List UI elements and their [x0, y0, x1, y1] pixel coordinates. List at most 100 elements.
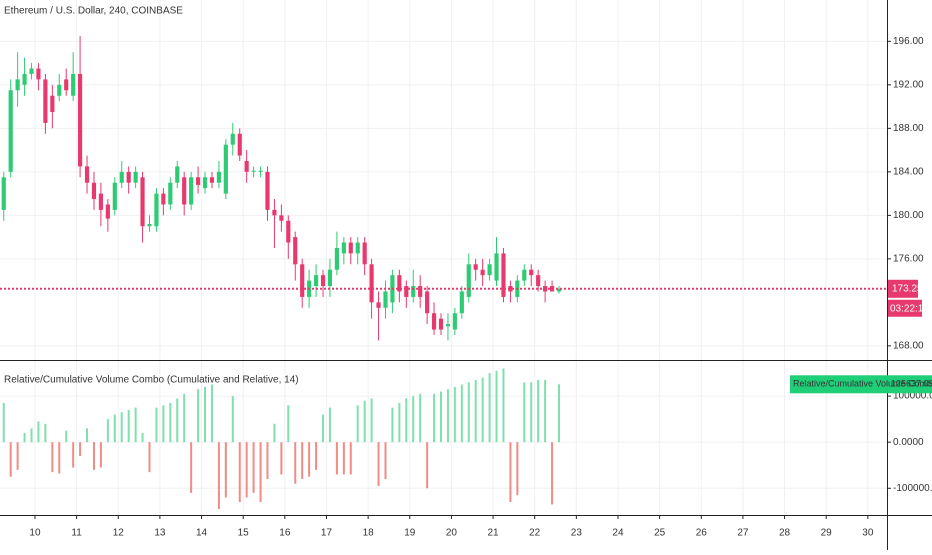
candle-body [182, 177, 187, 205]
candle-body [438, 318, 444, 330]
volume-bar [301, 442, 304, 480]
candle-body [196, 177, 201, 185]
candle-body [279, 215, 284, 221]
y-tick-label: 168.00 [893, 341, 924, 352]
candle-body [425, 291, 430, 314]
candle-body [244, 160, 249, 172]
candle-body [348, 242, 353, 254]
volume-bar [183, 393, 186, 443]
volume-bar [467, 382, 470, 443]
candle-body [140, 177, 145, 227]
volume-bar [446, 389, 449, 443]
volume-bar [453, 386, 456, 443]
volume-bar [481, 377, 484, 443]
y-tick-label: -100000.0000 [893, 483, 932, 494]
countdown-label: 03:22:11 [890, 303, 929, 314]
candle-body [404, 286, 409, 297]
volume-bar [557, 384, 560, 443]
candle-body [320, 275, 326, 287]
volume-bar [2, 403, 5, 443]
candle-body [501, 253, 506, 297]
volume-bar [405, 398, 408, 443]
volume-bar [440, 391, 443, 443]
volume-bar [335, 442, 338, 475]
indicator-legend-value: 125637.0908 [891, 379, 932, 389]
volume-bar [16, 442, 19, 470]
volume-bar [92, 442, 95, 470]
candle-body [286, 220, 291, 243]
volume-bar [530, 382, 533, 443]
candle-body [258, 170, 263, 172]
volume-bar [495, 370, 498, 443]
volume-bar [433, 393, 436, 443]
y-tick-label: 184.00 [893, 166, 924, 177]
volume-bar [190, 442, 193, 493]
volume-bar [488, 373, 491, 443]
volume-bar [349, 442, 352, 475]
volume-bar [217, 442, 220, 510]
x-tick-label: 22 [529, 528, 541, 539]
y-tick-label: 192.00 [893, 79, 924, 90]
candle-body [508, 286, 513, 292]
y-tick-label: 100000.0000 [893, 391, 932, 402]
candle-body [216, 171, 222, 183]
volume-bar [537, 379, 540, 443]
grid [0, 0, 887, 515]
candle-body [209, 177, 215, 183]
volume-bar [37, 421, 40, 443]
candle-body [411, 286, 416, 297]
candle-body [362, 242, 367, 265]
countdown-box [888, 299, 922, 317]
x-tick-label: 11 [71, 528, 82, 539]
x-tick-label: 10 [29, 528, 41, 539]
candle-body [487, 264, 492, 276]
volume-bar [245, 442, 248, 498]
candle-body [223, 144, 228, 194]
indicator-title: Relative/Cumulative Volume Combo (Cumula… [4, 375, 299, 386]
candle-body [480, 269, 485, 276]
candle-body [327, 269, 333, 287]
candle-body [452, 313, 457, 330]
volume-bar [58, 442, 61, 474]
volume-bar [51, 442, 54, 473]
candle-body [369, 264, 374, 303]
candle-body [459, 291, 464, 314]
volume-bar [231, 396, 234, 443]
labels: 10 11 12 13 14 15 16 17 18 19 20 21 22 23 24 25 26 27 28 29… [29, 36, 932, 539]
candle-body [57, 84, 62, 96]
volume-bar [509, 442, 512, 503]
volume-bar [141, 432, 144, 443]
candle-body [473, 264, 478, 270]
volume-bar [280, 442, 283, 475]
volume-bar [44, 423, 47, 443]
volume-bar [384, 442, 387, 480]
volume-bar [322, 414, 325, 443]
last-price-label: 173.25 [892, 283, 923, 294]
candle-body [237, 133, 242, 156]
candle-body [431, 313, 437, 330]
candle-body [355, 242, 360, 254]
x-tick-label: 16 [279, 528, 291, 539]
candle-body [29, 68, 34, 74]
volume-bar [134, 407, 137, 443]
candle-body [293, 237, 298, 265]
volume-bar [363, 400, 366, 443]
volume-bar [502, 368, 505, 443]
candle-body [494, 253, 499, 281]
x-tick-label: 19 [404, 528, 416, 539]
x-tick-label: 20 [446, 528, 458, 539]
candle-body [272, 209, 277, 216]
candle-body [98, 193, 103, 210]
candle-body [1, 177, 6, 210]
volume-bar [162, 405, 165, 443]
x-tick-label: 28 [779, 528, 791, 539]
candle-body [189, 177, 194, 205]
candle-body [202, 177, 208, 189]
x-tick-label: 18 [363, 528, 375, 539]
candle-body [230, 133, 235, 145]
candle-body [91, 182, 97, 200]
volume-bar [273, 423, 276, 443]
candle-body [77, 73, 83, 167]
